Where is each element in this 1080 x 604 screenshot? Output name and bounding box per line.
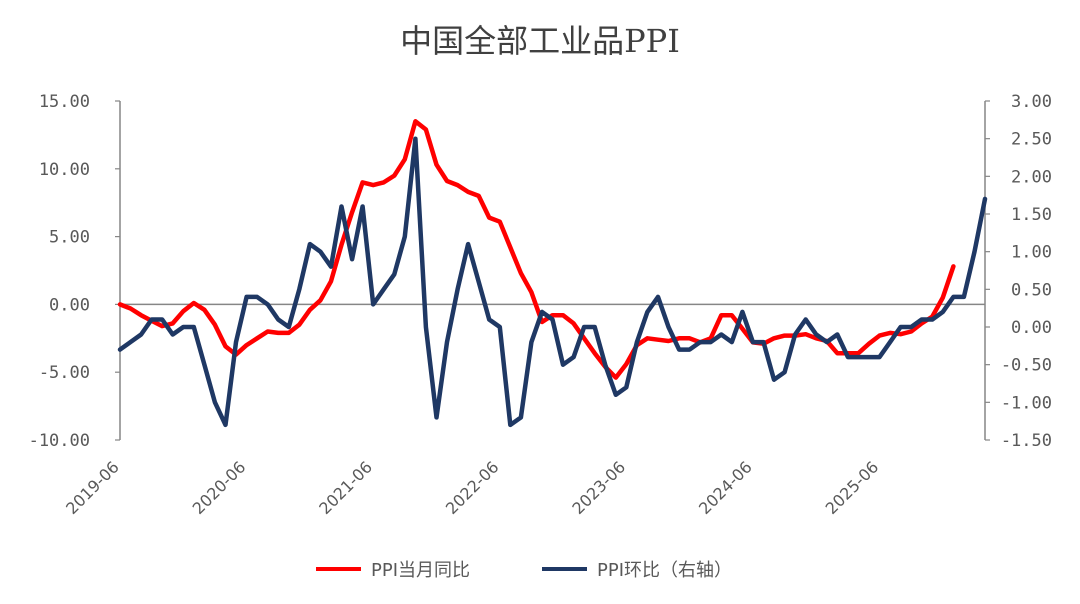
- x-tick-label: 2022-06: [442, 457, 503, 518]
- right-axis-ticks: 3.00 2.50 2.00 1.50 1.00 0.50 0.00 -0.50 -1.00 -1…: [985, 92, 1052, 451]
- series-line-ppi-yoy: [117, 119, 956, 380]
- right-tick-label: 0.00: [1011, 318, 1052, 338]
- x-tick-label: 2019-06: [62, 457, 123, 518]
- right-tick-label: 2.00: [1011, 167, 1052, 187]
- series-line-ppi-mom: [117, 136, 988, 428]
- legend-label-yoy: PPI当月同比: [371, 560, 470, 581]
- x-tick-label: 2024-06: [695, 457, 756, 518]
- right-tick-label: -0.50: [1001, 356, 1052, 376]
- x-tick-label: 2023-06: [568, 457, 629, 518]
- right-tick-label: 1.00: [1011, 243, 1052, 263]
- right-tick-label: 2.50: [1011, 130, 1052, 150]
- legend-label-mom: PPI环比（右轴）: [597, 560, 732, 581]
- x-axis-ticks: 2019-06 2020-06 2021-06 2022-06 2023-06 2024-…: [62, 457, 882, 518]
- left-tick-label: -5.00: [39, 363, 90, 383]
- series-lines: [117, 119, 988, 428]
- x-tick-label: 2020-06: [189, 457, 250, 518]
- x-tick-label: 2021-06: [315, 457, 376, 518]
- left-tick-label: 5.00: [49, 228, 90, 248]
- left-tick-label: 15.00: [39, 92, 90, 112]
- left-axis-ticks: 15.00 10.00 5.00 0.00 -5.00 -10.00: [29, 92, 120, 451]
- right-tick-label: 1.50: [1011, 205, 1052, 225]
- x-tick-label: 2025-06: [822, 457, 883, 518]
- right-tick-label: 0.50: [1011, 280, 1052, 300]
- right-tick-label: -1.50: [1001, 431, 1052, 451]
- left-tick-label: -10.00: [29, 431, 90, 451]
- left-tick-label: 0.00: [49, 295, 90, 315]
- legend: PPI当月同比 PPI环比（右轴）: [316, 560, 732, 581]
- right-tick-label: -1.00: [1001, 393, 1052, 413]
- left-tick-label: 10.00: [39, 160, 90, 180]
- right-tick-label: 3.00: [1011, 92, 1052, 112]
- axes: [119, 101, 986, 440]
- chart-title: 中国全部工业品PPI: [400, 22, 680, 60]
